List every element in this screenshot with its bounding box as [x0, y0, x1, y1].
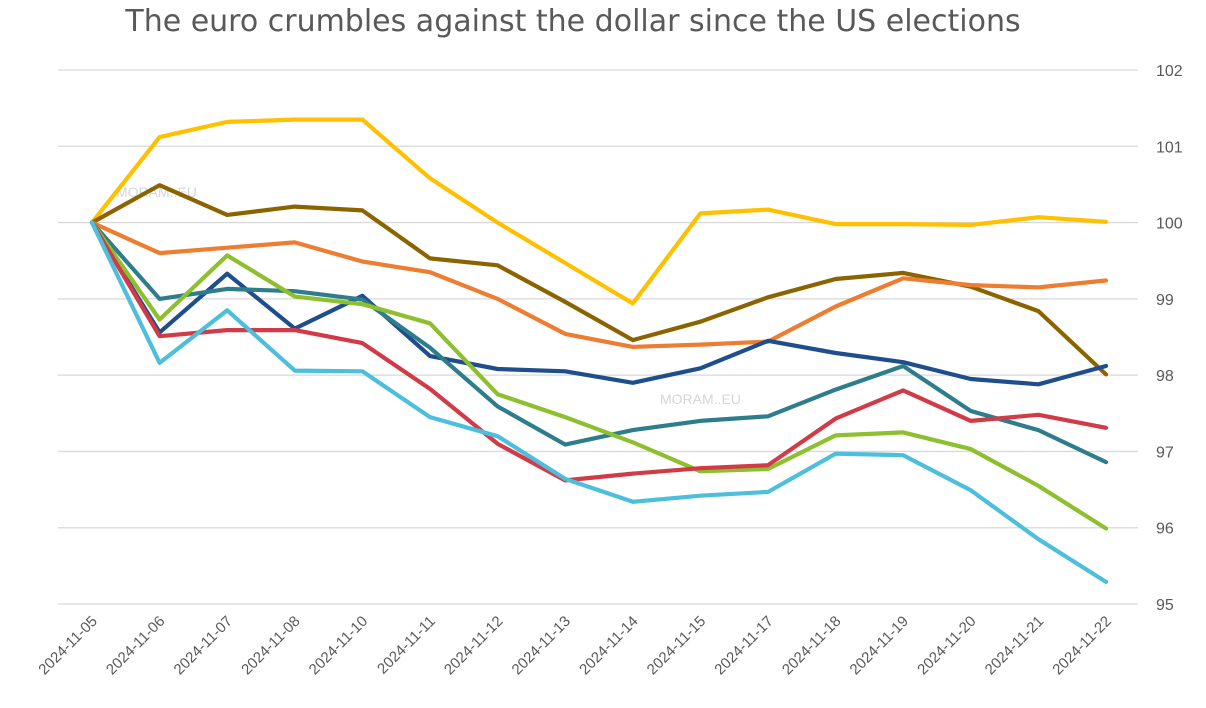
x-tick-label: 2024-11-05 — [35, 613, 100, 678]
series-line-1 — [89, 117, 1109, 306]
x-tick-label: 2024-11-19 — [847, 613, 912, 678]
x-tick-label: 2024-11-17 — [711, 613, 776, 678]
y-tick-label: 97 — [1156, 444, 1174, 461]
x-tick-label: 2024-11-20 — [914, 613, 979, 678]
y-tick-label: 99 — [1156, 292, 1174, 309]
series-line-8 — [89, 220, 1109, 585]
x-tick-label: 2024-11-06 — [103, 613, 168, 678]
series-line-7 — [89, 220, 1109, 483]
y-tick-label: 100 — [1156, 216, 1183, 233]
y-tick-label: 98 — [1156, 368, 1174, 385]
y-tick-label: 102 — [1156, 63, 1183, 80]
x-tick-label: 2024-11-12 — [441, 613, 506, 678]
series-line-6 — [89, 220, 1109, 531]
x-tick-label: 2024-11-15 — [644, 613, 709, 678]
y-tick-label: 96 — [1156, 521, 1174, 538]
x-tick-label: 2024-11-22 — [1049, 613, 1114, 678]
series-line-4 — [89, 220, 1109, 387]
series-line-5 — [89, 220, 1109, 465]
x-tick-label: 2024-11-21 — [982, 613, 1047, 678]
x-tick-label: 2024-11-10 — [306, 613, 371, 678]
x-tick-label: 2024-11-13 — [509, 613, 574, 678]
x-tick-label: 2024-11-11 — [374, 613, 439, 678]
y-tick-label: 101 — [1156, 139, 1183, 156]
x-tick-label: 2024-11-08 — [238, 613, 303, 678]
y-tick-label: 95 — [1156, 597, 1174, 614]
series-line-3 — [89, 220, 1109, 349]
series-line-2 — [89, 183, 1109, 377]
x-tick-label: 2024-11-14 — [576, 613, 641, 678]
x-tick-label: 2024-11-07 — [171, 613, 236, 678]
watermark: MORAM..EU — [660, 391, 741, 407]
chart-title: The euro crumbles against the dollar sin… — [125, 4, 1021, 39]
x-tick-label: 2024-11-18 — [779, 613, 844, 678]
